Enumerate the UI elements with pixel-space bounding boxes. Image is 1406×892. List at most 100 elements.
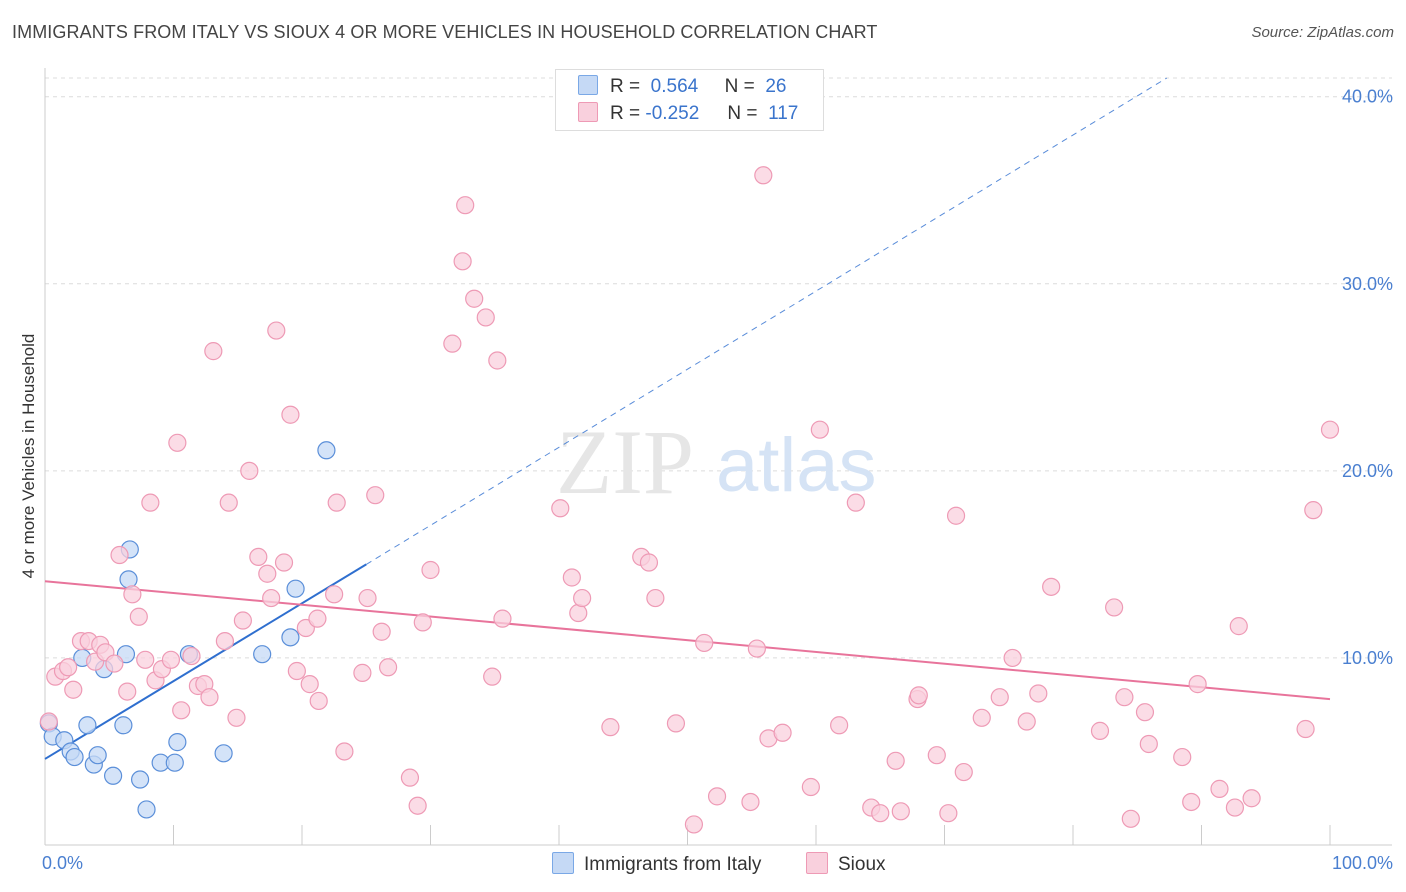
italy-point [119,570,138,589]
sioux-point [1188,675,1207,694]
sioux-point [1090,721,1110,740]
sioux-point [300,675,319,694]
legend-r-value: 0.564 [650,76,699,97]
sioux-point [443,334,462,353]
y-tick-label: 20.0% [1342,461,1393,481]
sioux-point [1296,719,1315,739]
sioux-point [1029,684,1048,703]
sioux-point [1242,789,1261,808]
chart-source: Source: ZipAtlas.com [1251,24,1394,41]
sioux-point [308,609,327,628]
sioux-point [1173,747,1192,767]
sioux-point [227,708,246,727]
legend-swatch-italy [578,75,598,95]
sioux-point [927,746,946,765]
sioux-point [801,777,820,797]
data-points [39,166,1340,834]
sioux-point [168,433,187,452]
sioux-point [200,688,219,707]
italy-point [114,716,133,735]
sioux-point [353,663,372,682]
legend-n-label: N = [727,103,758,124]
y-axis-label: 4 or more Vehicles in Household [19,334,38,579]
sioux-point [105,654,124,673]
sioux-point [240,461,259,480]
legend-r-label: R = [610,103,641,124]
sioux-point [569,603,588,623]
sioux-point [972,708,991,727]
italy-point [317,441,336,460]
sioux-point [118,682,137,701]
sioux-point [707,787,727,806]
sioux-point [136,650,155,669]
watermark-zip: ZIP [556,411,694,513]
sioux-point [219,493,238,512]
sioux-point [1182,792,1201,812]
italy-point [88,746,107,765]
sioux-point [1042,577,1061,596]
sioux-point [810,420,829,439]
sioux-point [161,650,181,669]
sioux-point [413,613,432,632]
sioux-point [1225,798,1245,817]
sioux-point [741,792,760,812]
bottom-legend-sioux: Sioux [806,852,886,876]
sioux-point [646,588,665,608]
y-tick-label: 40.0% [1342,87,1393,107]
legend-n-value: 117 [768,103,799,124]
sioux-point [408,796,427,815]
sioux-point [204,342,223,361]
sioux-point [1139,734,1158,754]
sioux-point [1003,648,1022,668]
sioux-point [1105,598,1124,617]
correlation-legend: R = 0.564 N = 26 R = -0.252 N = 117 [555,69,824,131]
y-tick-label: 10.0% [1342,648,1393,668]
italy-point [104,766,123,785]
sioux-point [601,718,620,737]
italy-point [130,770,150,789]
sioux-point [562,568,581,587]
sioux-point [378,658,398,677]
sioux-point [421,560,440,580]
sioux-point [886,751,905,770]
bottom-legend-swatch-sioux [806,852,828,874]
chart-title: IMMIGRANTS FROM ITALY VS SIOUX 4 OR MORE… [12,22,878,42]
sioux-point [262,588,281,608]
sioux-point [1304,501,1323,520]
sioux-point [123,585,142,604]
sioux-point [372,622,391,641]
tick-labels: 10.0% 20.0% 30.0% 40.0% 0.0% 100.0% [42,87,1393,873]
italy-trend-line [44,563,367,760]
legend-n-value: 26 [765,76,787,97]
sioux-point [287,661,306,681]
legend-swatch-sioux [578,102,598,122]
sioux-point [64,680,83,699]
italy-point [214,744,233,763]
sioux-point [325,585,344,604]
sioux-point [110,545,129,565]
sioux-point [551,499,570,518]
sioux-trend-line [44,580,1331,701]
italy-trend-extension [365,77,1168,565]
bottom-legend-label-sioux: Sioux [838,854,886,875]
sioux-point [1115,688,1134,707]
italy-point [78,716,97,735]
sioux-point [366,486,385,505]
sioux-point [129,607,148,626]
sioux-point [456,196,475,215]
sioux-point [215,631,234,651]
legend-r-value: -0.252 [645,103,700,124]
sioux-point [891,802,910,821]
sioux-point [488,351,507,370]
italy-point [65,747,84,767]
sioux-point [141,493,160,512]
italy-point [286,579,305,598]
x-tick-label: 0.0% [42,853,83,873]
sioux-point [666,714,686,733]
sioux-point [1229,617,1248,636]
sioux-point [476,308,495,327]
sioux-point [465,289,484,308]
sioux-point [639,553,659,572]
sioux-point [400,768,420,787]
sioux-point [1121,809,1140,828]
